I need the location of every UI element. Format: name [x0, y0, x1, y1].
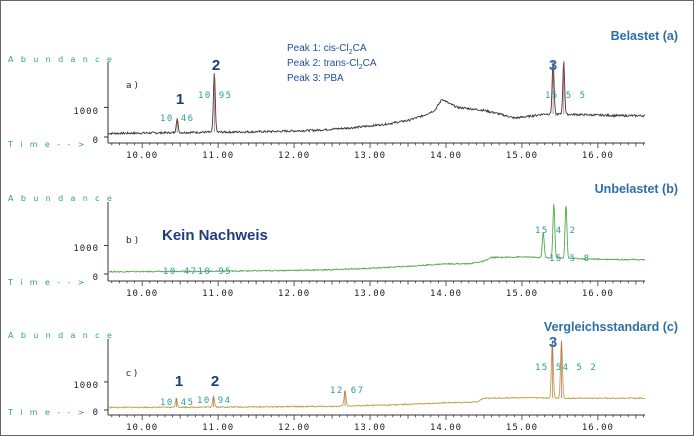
panel-c-xtick-label: 10.00 — [126, 423, 158, 433]
panel-b-xtick-label: 15.00 — [506, 289, 538, 299]
panel-c-xtick-label: 14.00 — [430, 423, 462, 433]
panel-a-xlabel: T i m e - - > — [7, 140, 87, 149]
panel-c-ytick-1000: 1000 — [73, 381, 99, 391]
panel-b-xtick-label: 14.00 — [430, 289, 462, 299]
panel-c-xlabel: T i m e - - > — [7, 408, 87, 417]
panel-a-peak3-number: 3 — [549, 57, 557, 74]
panel-b-ytick-0: 0 — [93, 273, 99, 283]
panel-a-legend: Peak 1: cis-Cl2CA Peak 2: trans-Cl2CA Pe… — [287, 43, 377, 84]
panel-b-title: Unbelastet (b) — [595, 182, 678, 196]
panel-c-xtick-label: 13.00 — [354, 423, 386, 433]
legend-line-1: Peak 1: cis-Cl2CA — [287, 43, 367, 56]
panel-c-xtick-label: 12.00 — [278, 423, 310, 433]
panel-b-peak-label-1558: 15 5 8 — [549, 254, 591, 264]
panel-c-peak-1267-label: 12 67 — [330, 386, 365, 396]
panel-a-xtick-label: 14.00 — [430, 151, 462, 161]
panel-a-xtick-label: 11.00 — [202, 151, 234, 161]
panel-c-xtick-label: 15.00 — [506, 423, 538, 433]
panel-b-xtick-label: 16.00 — [582, 289, 614, 299]
panel-c-ylabel: A b u n d a n c e — [8, 331, 114, 340]
panel-a-xtick-label: 10.00 — [126, 151, 158, 161]
panel-c-trace — [107, 341, 646, 409]
panel-c-ytick-0: 0 — [93, 408, 99, 418]
panel-c-peak3-label: 15 54 5 2 — [535, 363, 597, 373]
panel-b-note: Kein Nachweis — [162, 227, 268, 244]
panels: 10.00 11.00 12.00 13.00 14.00 15.00 16.00 10.00… — [104, 60, 646, 433]
panel-a-ylabel: A b u n d a n c e — [8, 55, 114, 64]
panel-a-letter: a ) — [126, 81, 138, 91]
panel-c-xtick-label: 11.00 — [202, 423, 234, 433]
panel-b-xtick-label: 11.00 — [202, 289, 234, 299]
panel-a-title: Belastet (a) — [611, 29, 678, 43]
panel-b-trace — [107, 204, 646, 273]
legend-line-3: Peak 3: PBA — [287, 73, 344, 84]
panel-c-letter: c ) — [126, 369, 137, 379]
panel-b-peak-label-1542: 15 4 2 — [535, 226, 577, 236]
panel-a-peak1-label: 10 46 — [160, 114, 195, 124]
panel-c-peak3-number: 3 — [549, 334, 557, 351]
panel-b-xtick-label: 13.00 — [354, 289, 386, 299]
panel-a-xtick-label: 12.00 — [278, 151, 310, 161]
panel-c-peak2-number: 2 — [211, 373, 219, 390]
panel-a-peak3-label: 15 5 5 — [545, 91, 587, 101]
panel-b-xlabel: T i m e - - > — [7, 278, 87, 287]
panel-b-peak-label-left: 10 4710 95 — [163, 267, 232, 277]
panel-a-ytick-1000: 1000 — [73, 107, 99, 117]
panel-a-ytick-0: 0 — [93, 136, 99, 146]
panel-c-peak1-label: 10 45 — [160, 398, 195, 408]
panel-a-peak2-label: 10 95 — [198, 91, 233, 101]
legend-line-2: Peak 2: trans-Cl2CA — [287, 58, 377, 71]
panel-b-xtick-label: 12.00 — [278, 289, 310, 299]
panel-b-xtick-label: 10.00 — [126, 289, 158, 299]
panel-a-peak1-number: 1 — [176, 91, 184, 108]
panel-c-xtick-label: 16.00 — [582, 423, 614, 433]
panel-a-xtick-label: 13.00 — [354, 151, 386, 161]
panel-c-title: Vergleichsstandard (c) — [544, 320, 678, 334]
panel-a-trace — [107, 61, 646, 136]
panel-b-ytick-1000: 1000 — [73, 244, 99, 254]
panel-b-letter: b ) — [126, 236, 138, 246]
panel-a-peak2-number: 2 — [212, 57, 220, 74]
panel-c-peak1-number: 1 — [175, 373, 183, 390]
panel-c-peak2-label: 10 94 — [197, 396, 232, 406]
panel-a-xtick-label: 15.00 — [506, 151, 538, 161]
panel-a-xtick-label: 16.00 — [582, 151, 614, 161]
panel-b-ylabel: A b u n d a n c e — [8, 194, 114, 203]
